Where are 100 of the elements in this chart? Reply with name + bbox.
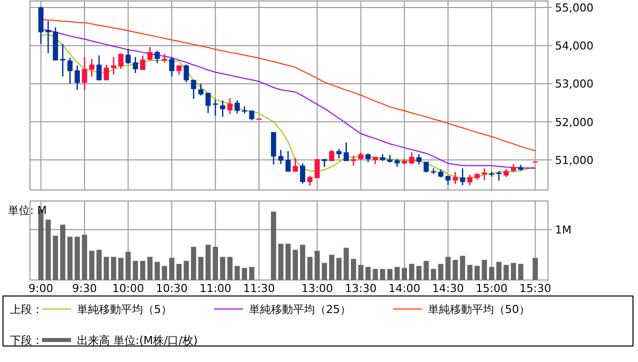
bar (380, 268, 386, 280)
bar (52, 236, 58, 280)
bar (314, 250, 320, 280)
bar (467, 264, 472, 280)
x-tick-label: 10:30 (156, 282, 188, 295)
bar (82, 234, 88, 280)
candlestick (67, 57, 73, 84)
candlestick (140, 54, 146, 71)
bar (358, 264, 364, 280)
x-tick-label: 14:00 (388, 282, 420, 295)
bar (111, 256, 116, 280)
bar (510, 262, 516, 280)
bar (67, 236, 73, 280)
candlestick (74, 64, 80, 90)
bar (60, 224, 66, 280)
bar (322, 262, 328, 280)
candlestick (482, 168, 487, 181)
candlestick (307, 174, 312, 186)
candlestick (409, 152, 414, 165)
bar (387, 268, 392, 280)
bar (336, 258, 342, 280)
legend-label: 単純移動平均（25） (249, 303, 351, 316)
bar (489, 266, 494, 280)
x-tick-label: 15:00 (476, 282, 508, 295)
y-tick-label: 55,000 (555, 1, 594, 14)
bar (394, 266, 400, 280)
bar (307, 256, 312, 280)
candlestick (154, 50, 160, 64)
candlestick (220, 100, 226, 118)
bar (249, 266, 254, 280)
bar (212, 246, 218, 280)
bar (206, 244, 211, 280)
candlestick (132, 56, 138, 74)
bar (285, 244, 291, 280)
bar (438, 264, 444, 280)
candlestick (147, 46, 153, 62)
bar (74, 236, 80, 280)
y-tick-label: 52,000 (555, 116, 594, 129)
bar (132, 260, 138, 280)
bar (452, 260, 458, 280)
bar (220, 256, 226, 280)
bar (292, 250, 298, 280)
bar (518, 264, 524, 280)
bar (126, 252, 131, 280)
bar (162, 266, 168, 280)
candlestick (46, 20, 51, 54)
bar (140, 260, 146, 280)
bar (372, 268, 378, 280)
candlestick (89, 58, 94, 78)
bar (474, 266, 480, 280)
x-tick-label: 9:30 (72, 282, 97, 295)
bar (278, 244, 284, 280)
candlestick (227, 98, 233, 115)
bar (147, 256, 153, 280)
candlestick (96, 54, 102, 81)
bar (270, 212, 276, 280)
candlestick (118, 52, 124, 70)
bar (402, 268, 408, 280)
bar (169, 258, 174, 280)
x-tick-label: 9:00 (28, 282, 54, 295)
bar (365, 266, 371, 280)
candlestick (111, 56, 116, 76)
y-tick-label: 1M (555, 224, 572, 237)
candlestick (416, 154, 422, 166)
candlestick (169, 56, 174, 78)
candlestick (198, 83, 204, 96)
x-tick-label: 13:30 (344, 282, 377, 295)
legend-label: 単純移動平均（5） (77, 303, 172, 316)
bar (118, 258, 124, 280)
bar (46, 220, 51, 280)
candlestick (234, 100, 240, 114)
bar (350, 258, 356, 280)
y-tick-label: 54,000 (555, 40, 594, 53)
legend-label: 出来高 単位:(M株/口/枚) (77, 334, 198, 347)
bar (416, 266, 422, 280)
bar (184, 260, 189, 280)
bar (424, 260, 429, 280)
legend-title: 上段： (10, 303, 43, 316)
bar (329, 254, 334, 280)
candlestick (104, 64, 109, 81)
candlestick (126, 48, 131, 65)
bar (176, 264, 182, 280)
x-tick-label: 10:00 (112, 282, 144, 295)
bar (430, 268, 436, 280)
bar (89, 250, 94, 280)
bar (198, 256, 204, 280)
bar (532, 258, 538, 280)
bar (409, 264, 414, 280)
bar (154, 262, 160, 280)
x-tick-label: 13:00 (301, 282, 334, 295)
bar (496, 262, 502, 280)
candlestick (278, 149, 284, 165)
annotation: 単位: M (8, 204, 47, 217)
x-tick-label: 14:30 (432, 282, 464, 295)
candlestick (344, 142, 349, 162)
bar (445, 256, 451, 280)
legend-title: 下段： (10, 334, 43, 347)
bar (482, 260, 487, 280)
y-tick-label: 51,000 (555, 154, 594, 167)
y-tick-label: 53,000 (555, 78, 594, 91)
